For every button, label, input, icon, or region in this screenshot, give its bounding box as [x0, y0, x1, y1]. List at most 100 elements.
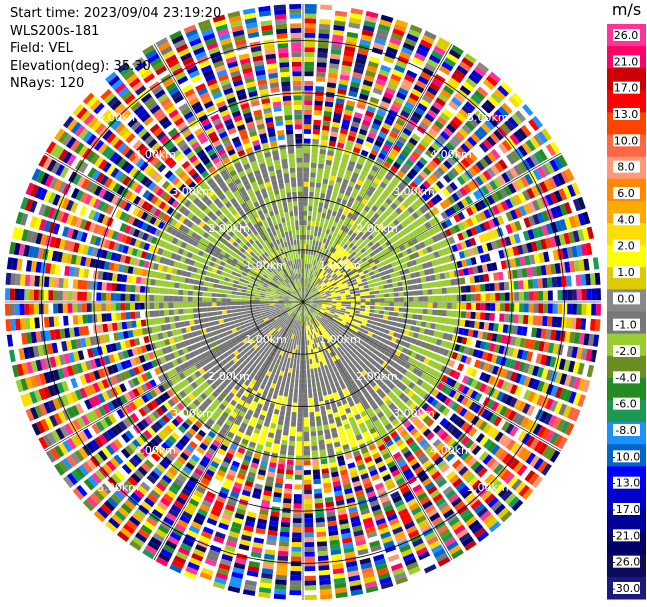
ppi-cell	[313, 479, 321, 485]
ppi-cell	[269, 427, 276, 434]
ppi-cell	[177, 519, 189, 529]
ppi-cell	[207, 386, 215, 394]
ppi-cell	[505, 224, 513, 234]
ppi-cell	[380, 100, 390, 109]
ppi-cell	[526, 187, 536, 199]
ppi-cell	[72, 487, 84, 500]
ppi-cell	[392, 526, 404, 535]
ppi-cell	[311, 295, 317, 298]
ppi-cell	[377, 399, 385, 407]
ppi-cell	[146, 361, 154, 370]
ppi-cell	[428, 219, 436, 227]
ppi-cell	[377, 73, 388, 82]
ppi-cell	[324, 279, 329, 284]
ppi-cell	[283, 336, 288, 342]
ppi-cell	[424, 62, 437, 73]
ppi-cell	[311, 148, 319, 154]
ppi-cell	[437, 249, 445, 257]
ppi-cell	[415, 339, 422, 347]
ppi-cell	[304, 306, 307, 311]
ppi-cell	[368, 209, 375, 216]
ppi-cell	[187, 561, 200, 571]
ppi-cell	[477, 467, 488, 478]
ppi-cell	[110, 493, 122, 505]
ppi-cell	[228, 333, 235, 339]
ppi-cell	[326, 155, 334, 161]
ppi-cell	[332, 376, 338, 383]
ppi-cell	[310, 319, 313, 325]
ppi-cell	[277, 463, 285, 470]
ppi-cell	[531, 327, 538, 338]
ppi-cell	[472, 246, 480, 255]
ppi-cell	[306, 304, 311, 308]
ppi-cell	[185, 444, 195, 453]
ppi-cell	[353, 284, 359, 288]
ppi-cell	[180, 399, 189, 408]
ppi-cell	[336, 296, 342, 299]
ppi-cell	[324, 338, 329, 344]
ppi-cell	[451, 135, 462, 145]
ppi-cell	[163, 401, 172, 411]
ppi-cell	[455, 131, 466, 142]
ppi-cell	[394, 186, 402, 195]
ppi-cell	[383, 209, 391, 217]
ppi-cell	[350, 192, 357, 199]
ppi-cell	[436, 166, 446, 176]
ppi-cell	[366, 65, 378, 73]
ppi-cell	[214, 531, 226, 540]
ppi-cell	[317, 261, 321, 267]
ppi-cell	[417, 347, 424, 355]
ppi-cell	[238, 543, 250, 551]
ppi-cell	[360, 124, 370, 132]
ppi-cell	[256, 340, 262, 346]
ppi-cell	[447, 195, 456, 205]
ppi-cell	[312, 216, 316, 222]
ppi-cell	[315, 411, 321, 417]
ppi-cell	[583, 258, 590, 271]
ppi-cell	[439, 149, 449, 159]
ppi-cell	[318, 331, 322, 337]
ppi-cell	[154, 367, 162, 376]
ppi-cell	[423, 239, 430, 247]
ppi-cell	[508, 96, 520, 108]
ppi-cell	[362, 414, 370, 422]
ppi-cell	[304, 47, 315, 53]
ppi-cell	[277, 313, 283, 317]
ppi-cell	[303, 398, 308, 403]
ppi-cell	[352, 172, 359, 179]
ppi-cell	[576, 303, 582, 315]
ppi-cell	[258, 348, 264, 354]
ppi-cell	[374, 558, 387, 567]
ppi-cell	[439, 394, 448, 403]
ppi-cell	[361, 29, 374, 37]
ppi-cell	[338, 430, 346, 437]
ppi-cell	[319, 361, 324, 367]
ppi-cell	[286, 406, 292, 412]
ppi-cell	[326, 304, 332, 307]
ppi-cell	[186, 384, 195, 393]
ppi-cell	[259, 464, 267, 471]
ppi-cell	[223, 456, 232, 464]
ppi-cell	[201, 499, 212, 508]
ppi-cell	[426, 315, 432, 322]
ppi-cell	[563, 389, 573, 402]
ppi-cell	[150, 536, 163, 547]
ppi-cell	[455, 462, 466, 473]
ppi-cell	[380, 126, 390, 135]
ppi-cell	[384, 298, 390, 302]
ppi-cell	[309, 416, 315, 422]
ppi-cell	[310, 293, 315, 297]
ppi-cell	[305, 287, 307, 293]
ppi-cell	[329, 539, 340, 546]
ppi-cell	[554, 372, 563, 384]
ppi-cell	[308, 249, 311, 255]
ppi-cell	[389, 464, 399, 473]
ppi-cell	[200, 352, 207, 360]
ppi-cell	[336, 294, 341, 297]
ppi-cell	[474, 129, 485, 141]
ppi-cell	[549, 356, 557, 368]
ppi-cell	[474, 392, 483, 402]
ppi-cell	[286, 321, 290, 327]
ppi-cell	[305, 249, 309, 255]
ppi-cell	[382, 144, 391, 152]
